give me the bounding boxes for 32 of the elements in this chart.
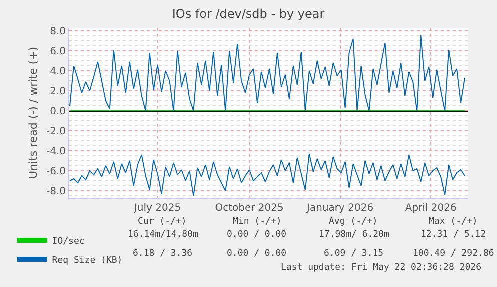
text: 0.00 / 0.00 xyxy=(227,230,287,240)
line-series xyxy=(70,154,466,196)
text: 12.31 / 5.12 xyxy=(421,230,486,240)
text: Cur (-/+) xyxy=(138,217,187,227)
text: 17.98m/ 6.20m xyxy=(319,230,390,240)
y-tick-label: 6.0 xyxy=(50,46,66,58)
text: 16.14m/14.80m xyxy=(128,230,198,240)
y-tick-label: -2.0 xyxy=(46,126,66,138)
y-tick-label: 0.0 xyxy=(50,106,66,118)
legend-label: Req Size (KB) xyxy=(52,256,123,266)
y-axis-title: Units read (-) / write (+) xyxy=(27,46,40,180)
x-tick-label: July 2025 xyxy=(133,203,182,214)
text: Max (-/+) xyxy=(429,217,478,227)
text: 0.00 / 0.00 xyxy=(227,249,287,259)
text: Avg (-/+) xyxy=(329,217,378,227)
y-tick-label: 8.0 xyxy=(50,26,66,38)
x-tick-label: October 2025 xyxy=(215,203,284,214)
text: 6.09 / 3.15 xyxy=(324,249,384,259)
y-tick-label: -8.0 xyxy=(46,186,66,198)
x-tick-label: January 2026 xyxy=(306,203,374,214)
y-tick-label: 4.0 xyxy=(50,66,66,78)
x-tick-label: April 2026 xyxy=(405,203,457,214)
y-tick-label: -6.0 xyxy=(46,166,66,178)
y-tick-label: -4.0 xyxy=(46,146,66,158)
y-tick-label: 2.0 xyxy=(50,86,66,98)
text: 100.49 / 292.86 xyxy=(413,249,494,259)
text: Min (-/+) xyxy=(233,217,282,227)
line-series xyxy=(70,34,466,112)
chart-title: IOs for /dev/sdb - by year xyxy=(172,7,325,22)
text: 6.18 / 3.36 xyxy=(133,249,193,259)
legend-label: IO/sec xyxy=(52,237,85,248)
text: Last update: Fri May 22 02:36:28 2026 xyxy=(281,263,482,273)
